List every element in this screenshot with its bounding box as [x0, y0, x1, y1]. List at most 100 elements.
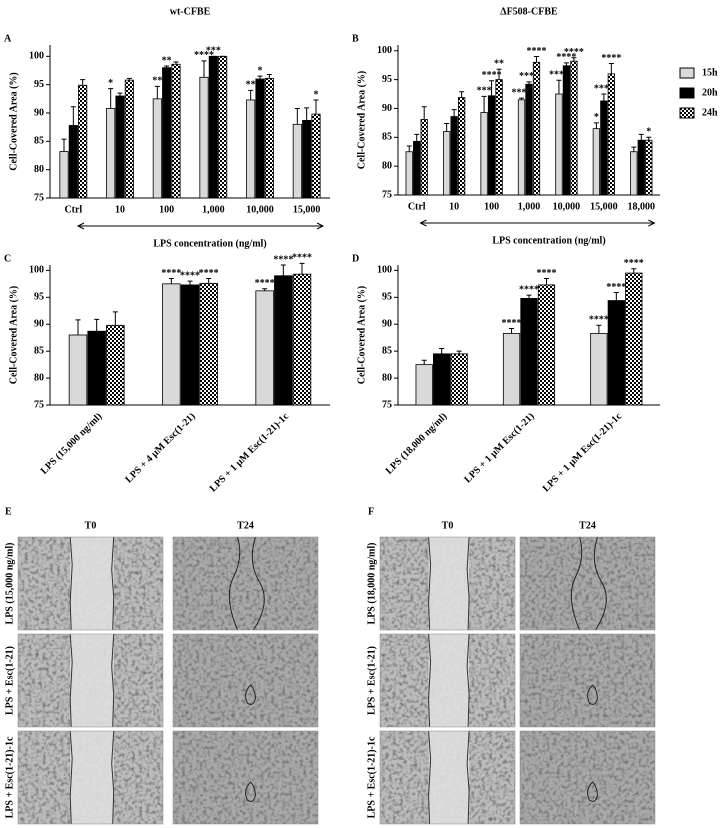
micrograph-frame: [519, 536, 656, 631]
bar: [106, 324, 125, 406]
panel-label: C: [4, 253, 11, 264]
error-bar: [631, 146, 637, 152]
bar: [87, 330, 106, 406]
panel-label: F: [368, 506, 374, 517]
significance-label: ****: [519, 71, 539, 82]
significance-label: ****: [536, 268, 556, 279]
y-axis-label: Cell-Covered Area (%): [8, 286, 19, 385]
error-bar: [164, 65, 170, 68]
x-tick-label: 1,000: [202, 204, 225, 215]
bar: [68, 125, 78, 199]
x-tick-label: 15,000: [590, 201, 618, 212]
bar: [311, 113, 321, 199]
wound-edge: [587, 781, 599, 802]
error-bar: [126, 77, 132, 81]
legend-label: 24h: [702, 107, 718, 118]
y-tick-label: 100: [29, 265, 44, 276]
column-header: T0: [442, 520, 454, 531]
significance-label: *: [258, 65, 263, 76]
error-bar: [543, 277, 549, 285]
wound-edge: [245, 684, 257, 705]
y-tick-label: 95: [34, 292, 44, 303]
significance-label: ****: [482, 70, 502, 81]
x-tick-label: 10,000: [553, 201, 581, 212]
legend-swatch: [679, 67, 695, 79]
significance-label: ****: [502, 318, 522, 329]
bar: [607, 73, 615, 196]
bar: [246, 99, 256, 199]
y-tick-label: 85: [34, 136, 44, 147]
bar: [152, 98, 162, 199]
y-tick-label: 100: [29, 51, 44, 62]
wound-gap: [70, 731, 114, 824]
bar: [78, 84, 88, 199]
micrograph-frame: [17, 633, 164, 728]
bar: [162, 67, 172, 199]
bar: [199, 76, 209, 199]
error-bar: [489, 80, 495, 96]
error-bar: [456, 350, 462, 354]
x-tick-label: 15,000: [293, 204, 321, 215]
bar: [555, 93, 563, 196]
legend-swatch: [679, 107, 695, 119]
error-bar: [601, 93, 607, 101]
significance-label: ****: [594, 83, 614, 94]
wound-edge: [228, 536, 265, 631]
micrograph-texture: [520, 731, 655, 824]
bar: [413, 140, 421, 196]
error-bar: [201, 60, 207, 78]
y-axis-label: Cell-Covered Area (%): [8, 72, 19, 171]
bar: [592, 128, 601, 196]
y-tick-label: 80: [34, 164, 44, 175]
error-bar: [421, 359, 427, 365]
column-header: T24: [579, 520, 596, 531]
error-bar: [257, 75, 263, 79]
error-bar: [80, 79, 86, 86]
significance-label: ****: [606, 282, 626, 293]
x-tick-label: LPS (15,000 ng/ml): [39, 411, 105, 477]
x-tick-label: 100: [484, 201, 499, 212]
bar: [415, 364, 433, 406]
bar: [443, 131, 451, 196]
error-bar: [608, 62, 614, 74]
y-axis-label: Cell-Covered Area (%): [356, 71, 367, 170]
error-bar: [173, 61, 179, 65]
bar: [630, 151, 638, 196]
micrograph-frame: [17, 536, 164, 631]
error-bar: [496, 68, 502, 80]
significance-label: ****: [255, 278, 275, 289]
wound-edge: [428, 730, 470, 825]
error-bar: [526, 294, 532, 299]
error-bar: [414, 133, 420, 142]
error-bar: [638, 133, 644, 141]
wound-gap: [428, 537, 470, 630]
wound-edge: [69, 730, 115, 825]
y-tick-label: 85: [382, 345, 392, 356]
error-bar: [563, 62, 569, 66]
y-tick-label: 95: [382, 292, 392, 303]
y-tick-label: 80: [382, 160, 392, 171]
significance-label: ****: [526, 46, 546, 57]
significance-label: ****: [564, 47, 584, 58]
panel-label: B: [352, 33, 359, 44]
error-bar: [61, 138, 67, 152]
x-tick-label: LPS + 1 μM Esc(1-21): [462, 411, 536, 485]
significance-label: ****: [292, 253, 312, 264]
error-bar: [631, 268, 637, 274]
micrograph-frame: [172, 536, 319, 631]
bar: [171, 63, 181, 199]
micrograph-texture: [173, 537, 318, 630]
micrograph-texture: [173, 731, 318, 824]
y-tick-label: 100: [377, 45, 392, 56]
x-tick-label: Ctrl: [64, 204, 82, 215]
significance-label: ****: [556, 52, 576, 63]
bar: [218, 55, 228, 199]
micrograph-frame: [379, 730, 516, 825]
bar: [645, 139, 653, 196]
bar: [124, 79, 134, 199]
error-bar: [596, 324, 602, 334]
significance-label: *: [314, 89, 319, 100]
legend-label: 15h: [702, 67, 718, 78]
bar: [405, 151, 413, 196]
significance-label: ****: [512, 87, 532, 98]
